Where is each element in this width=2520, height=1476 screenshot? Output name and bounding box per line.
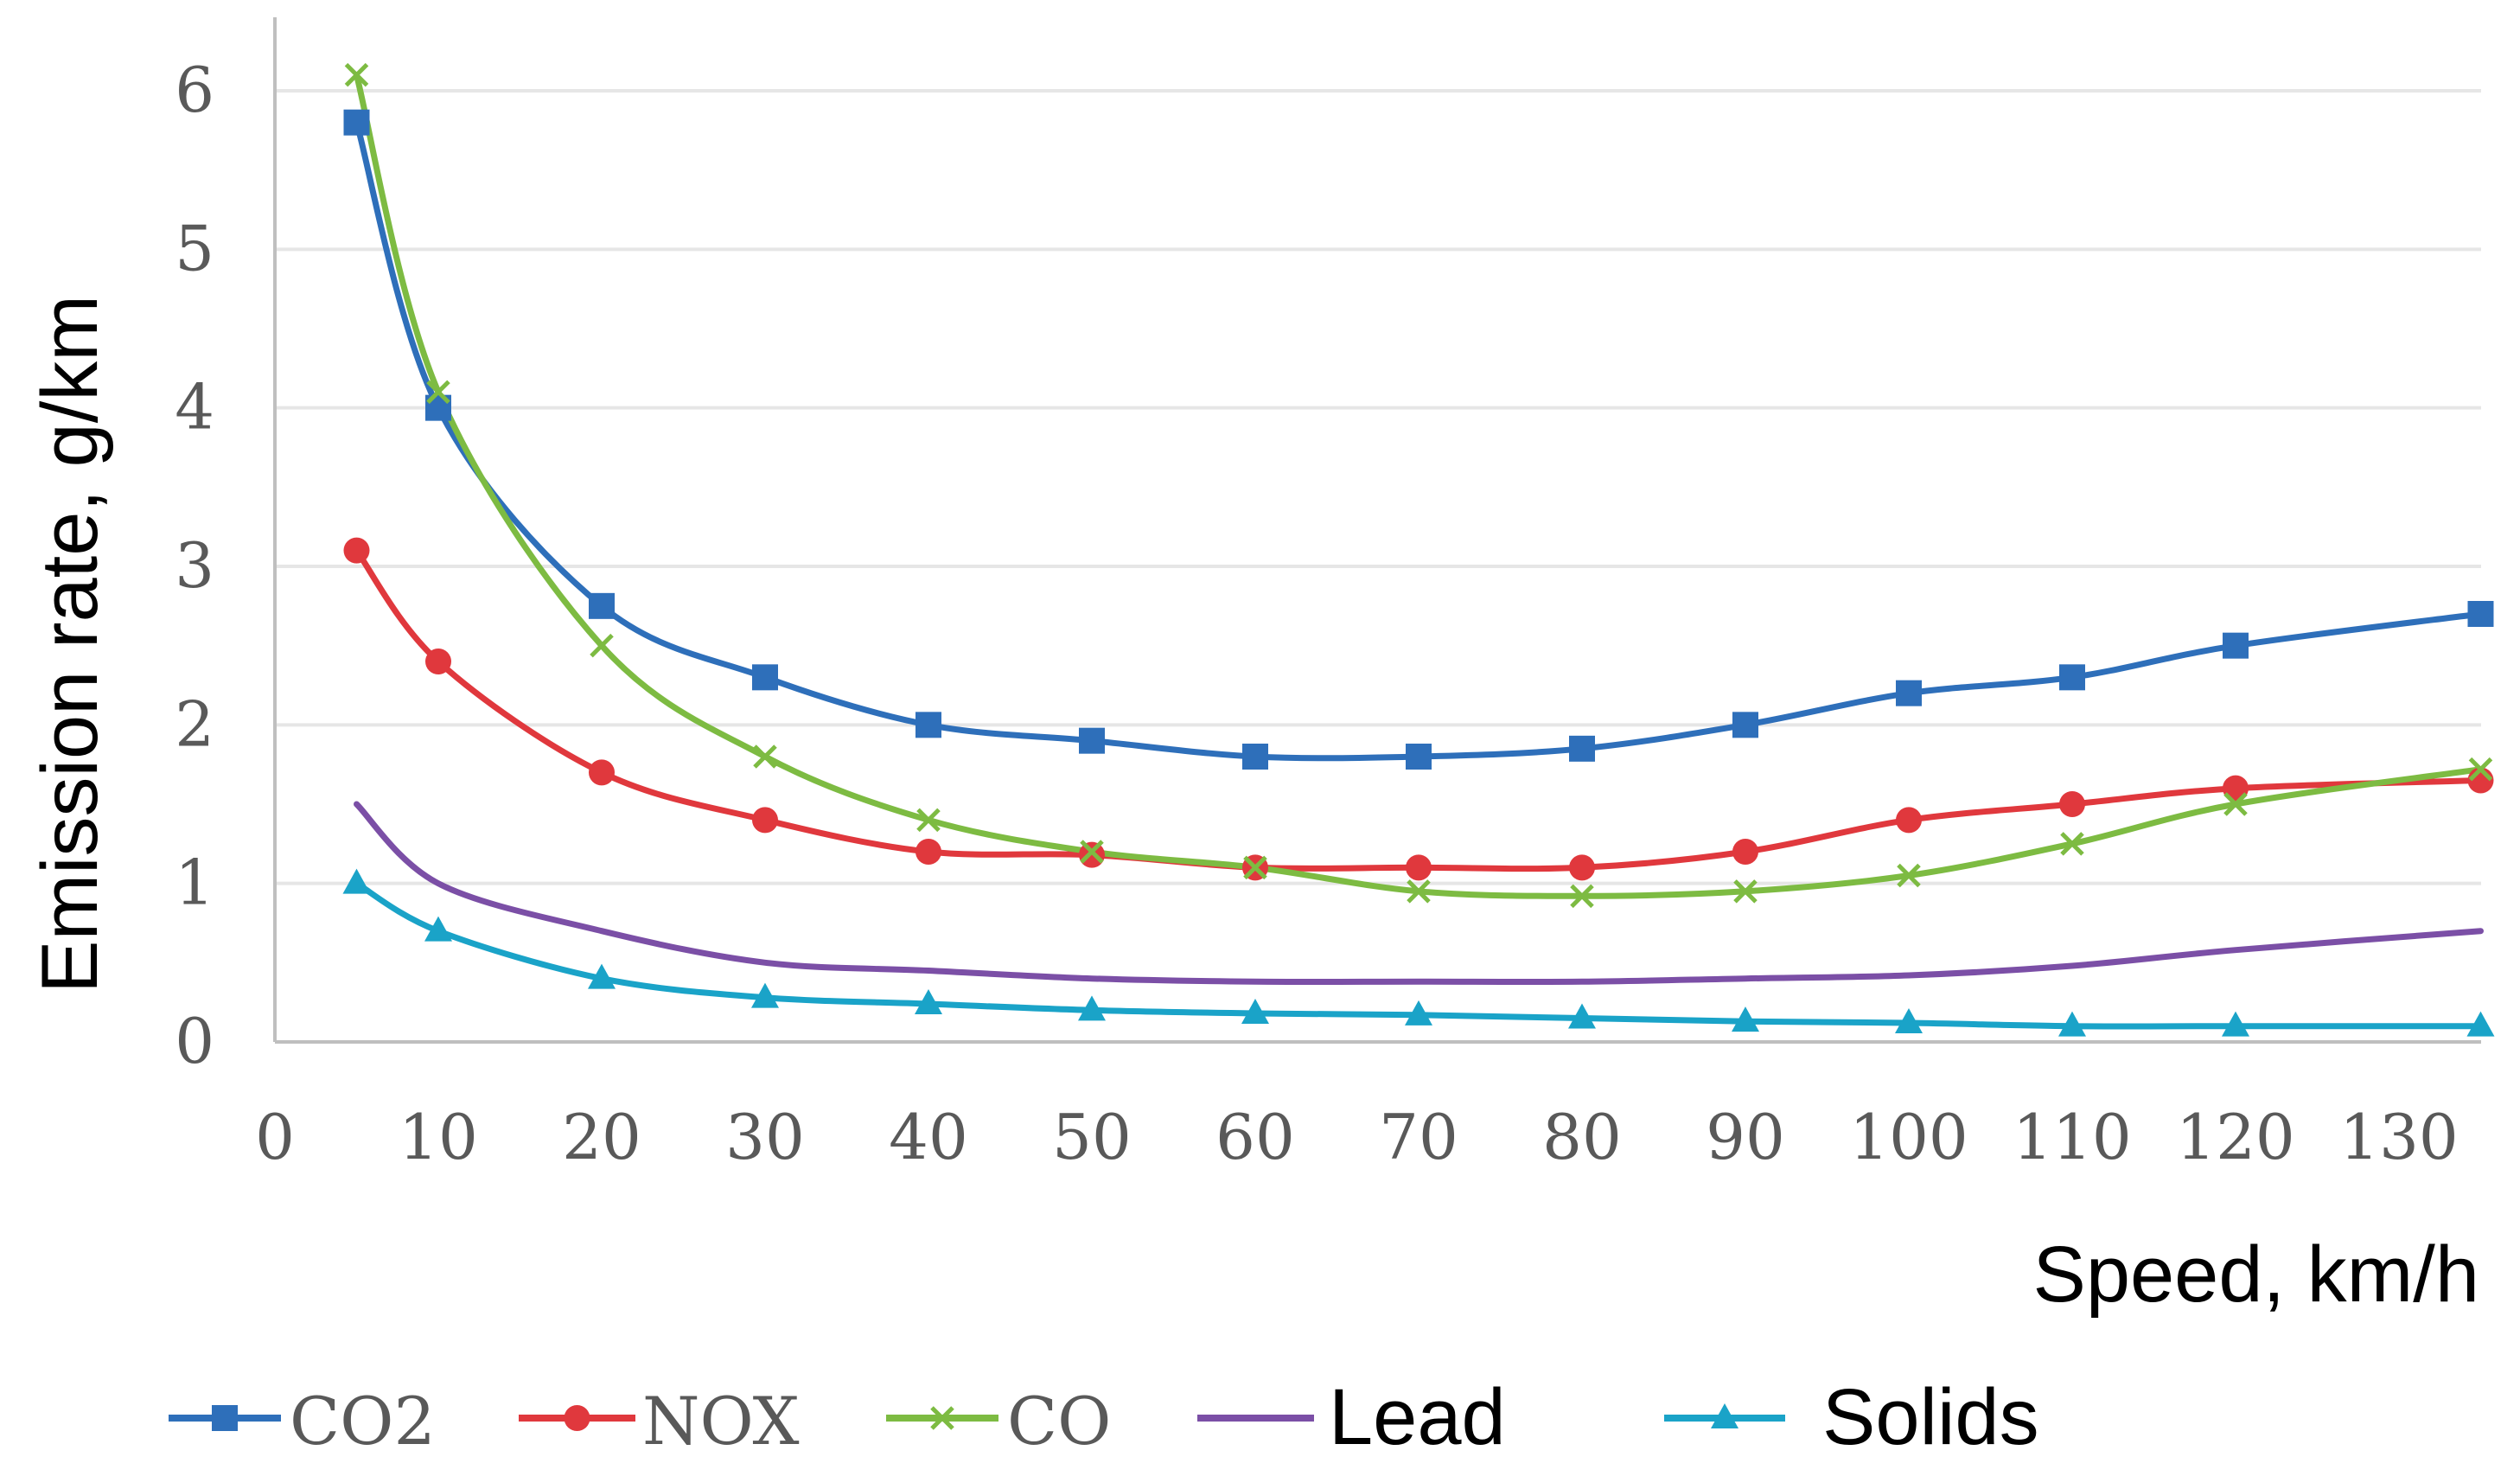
data-point-nox bbox=[1732, 839, 1758, 865]
data-point-solids bbox=[1731, 1006, 1759, 1032]
data-point-co bbox=[1897, 863, 1921, 888]
y-tick-label: 6 bbox=[175, 54, 214, 126]
data-point-solids bbox=[1404, 1000, 1432, 1026]
data-point-solids bbox=[2466, 1011, 2495, 1037]
legend-label-nox: NOX bbox=[642, 1383, 800, 1460]
x-tick-label: 0 bbox=[255, 1101, 295, 1173]
data-point-co2 bbox=[2058, 664, 2085, 691]
x-tick-label: 10 bbox=[399, 1101, 478, 1173]
legend-item-lead: Lead bbox=[1197, 1373, 1506, 1461]
data-point-solids bbox=[2057, 1011, 2086, 1037]
data-point-solids bbox=[1077, 995, 1106, 1021]
data-point-nox bbox=[1895, 807, 1922, 834]
data-point-solids bbox=[750, 982, 779, 1008]
data-point-co2 bbox=[1732, 712, 1758, 738]
y-tick-label: 3 bbox=[175, 529, 214, 602]
y-tick-label: 1 bbox=[175, 847, 214, 919]
data-point-co bbox=[916, 808, 941, 833]
data-point-co bbox=[2060, 832, 2084, 856]
data-point-co2 bbox=[1895, 680, 1922, 706]
y-tick-label: 5 bbox=[175, 212, 214, 284]
x-tick-label: 90 bbox=[1706, 1101, 1785, 1173]
data-point-co bbox=[1733, 879, 1758, 904]
x-tick-label: 20 bbox=[562, 1101, 641, 1173]
axes bbox=[273, 17, 2481, 1044]
legend-marker-co2 bbox=[212, 1405, 238, 1431]
x-tick-label: 100 bbox=[1849, 1101, 1968, 1173]
data-point-co bbox=[344, 62, 369, 87]
series-line-co bbox=[354, 72, 2484, 899]
legend-marker-solids bbox=[1711, 1403, 1738, 1428]
legend-label-co2: CO2 bbox=[290, 1383, 436, 1460]
data-point-co2 bbox=[1241, 744, 1268, 770]
y-tick-label: 0 bbox=[175, 1005, 214, 1077]
series-markers bbox=[342, 62, 2495, 1037]
legend-label-lead: Lead bbox=[1329, 1373, 1506, 1461]
legend-marker-co bbox=[930, 1406, 954, 1430]
legend: CO2 NOX CO Lead Solids bbox=[169, 1373, 2039, 1461]
data-point-co2 bbox=[2222, 632, 2249, 659]
y-tick-labels: 0 1 2 3 4 5 6 bbox=[175, 54, 214, 1077]
data-point-co bbox=[1243, 855, 1267, 880]
x-tick-label: 80 bbox=[1542, 1101, 1622, 1173]
x-tick-label: 130 bbox=[2339, 1101, 2458, 1173]
data-point-nox bbox=[1568, 854, 1595, 881]
data-point-co2 bbox=[1078, 727, 1105, 754]
x-tick-label: 110 bbox=[2013, 1101, 2131, 1173]
data-point-co bbox=[426, 380, 450, 405]
data-point-nox bbox=[751, 807, 778, 834]
legend-item-co: CO bbox=[886, 1383, 1111, 1460]
y-tick-label: 2 bbox=[175, 687, 214, 760]
legend-label-co: CO bbox=[1007, 1383, 1111, 1460]
data-point-co bbox=[1080, 840, 1104, 864]
data-point-nox bbox=[1405, 854, 1432, 881]
legend-item-solids: Solids bbox=[1664, 1373, 2039, 1461]
data-point-co bbox=[1570, 884, 1594, 909]
data-point-nox bbox=[588, 759, 615, 786]
x-tick-label: 60 bbox=[1215, 1101, 1295, 1173]
data-point-solids bbox=[1894, 1008, 1923, 1033]
legend-label-solids: Solids bbox=[1822, 1373, 2039, 1461]
x-tick-label: 30 bbox=[725, 1101, 805, 1173]
legend-item-co2: CO2 bbox=[169, 1383, 436, 1460]
data-point-solids bbox=[1241, 999, 1269, 1024]
x-axis-title: Speed, km/h bbox=[2032, 1230, 2479, 1319]
legend-marker-nox bbox=[564, 1405, 590, 1431]
data-point-co2 bbox=[343, 109, 370, 136]
x-tick-labels: 0 10 20 30 40 50 60 70 80 90 100 110 120 130 bbox=[255, 1101, 2459, 1173]
data-point-co2 bbox=[915, 712, 941, 738]
data-point-co2 bbox=[588, 592, 615, 619]
data-point-solids bbox=[342, 868, 371, 894]
data-point-solids bbox=[1567, 1003, 1596, 1029]
x-tick-label: 40 bbox=[889, 1101, 968, 1173]
data-point-solids bbox=[587, 963, 616, 989]
legend-item-nox: NOX bbox=[519, 1383, 800, 1460]
x-tick-label: 70 bbox=[1379, 1101, 1458, 1173]
x-tick-label: 50 bbox=[1052, 1101, 1132, 1173]
y-tick-label: 4 bbox=[175, 371, 214, 444]
data-point-nox bbox=[424, 649, 451, 674]
x-tick-label: 120 bbox=[2176, 1101, 2294, 1173]
data-point-co bbox=[2223, 792, 2248, 816]
data-point-co bbox=[753, 744, 777, 769]
data-point-nox bbox=[2058, 791, 2085, 817]
series-line-lead bbox=[354, 801, 2484, 986]
data-point-nox bbox=[915, 839, 941, 865]
y-axis-title: Emission rate, g/km bbox=[26, 295, 114, 994]
data-point-co2 bbox=[1405, 744, 1432, 770]
data-point-solids bbox=[424, 916, 452, 942]
data-point-co bbox=[1407, 879, 1431, 904]
data-point-co bbox=[590, 633, 614, 658]
gridlines bbox=[275, 89, 2481, 885]
data-point-solids bbox=[2221, 1011, 2249, 1037]
data-point-solids bbox=[914, 989, 942, 1014]
series-line-co2 bbox=[354, 119, 2484, 762]
data-point-co2 bbox=[1568, 735, 1595, 762]
data-point-co bbox=[2468, 757, 2493, 782]
data-point-nox bbox=[1078, 841, 1105, 868]
data-point-co2 bbox=[2467, 601, 2494, 627]
data-point-nox bbox=[343, 537, 370, 564]
data-point-co2 bbox=[751, 664, 778, 691]
